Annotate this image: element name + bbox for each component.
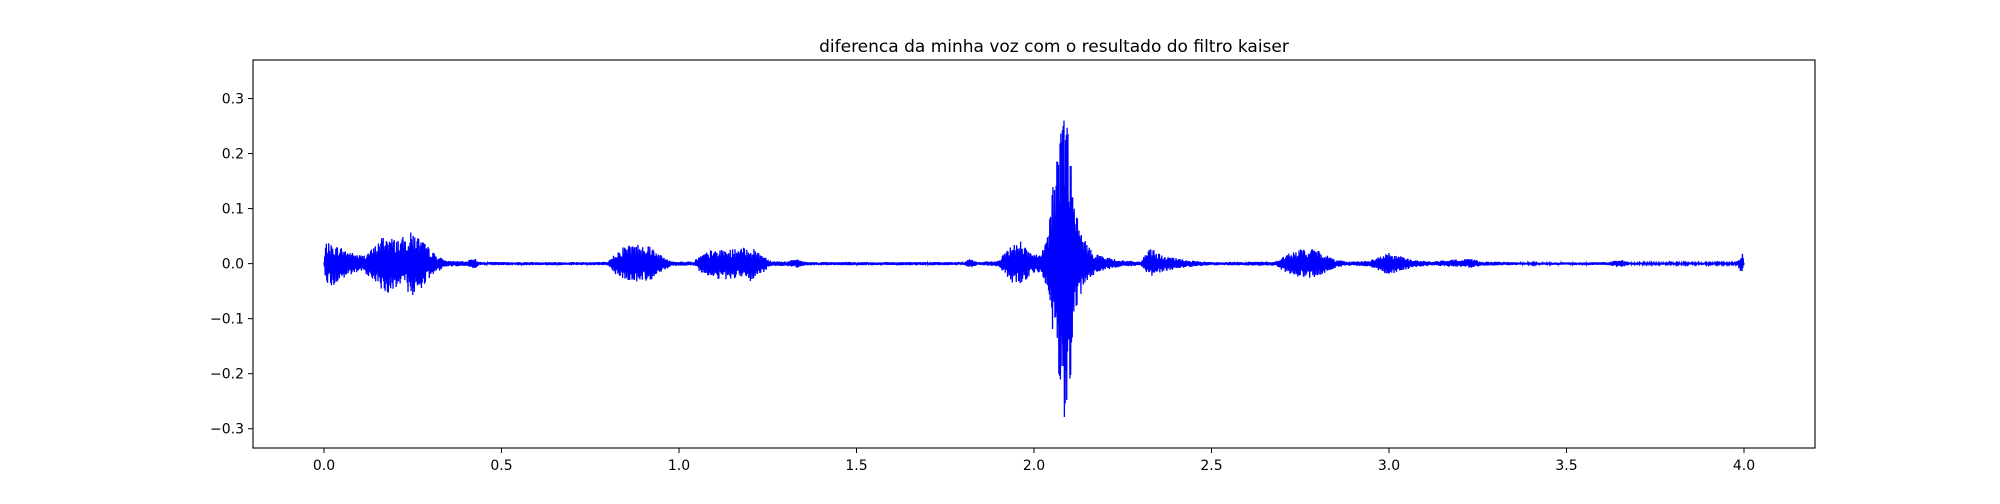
x-tick-label: 4.0 (1733, 458, 1755, 474)
y-tick-label: 0.2 (222, 147, 244, 163)
x-tick-label: 1.0 (668, 458, 690, 474)
y-tick-label: 0.3 (222, 92, 244, 108)
y-tick-label: −0.2 (210, 367, 244, 383)
x-tick-label: 3.0 (1378, 458, 1400, 474)
waveform-line (323, 120, 1745, 417)
plot-frame (252, 59, 1816, 449)
y-tick-label: 0.1 (222, 202, 244, 218)
x-tick-label: 1.5 (845, 458, 867, 474)
x-axis-ticks: 0.0 0.5 1.0 1.5 2.0 2.5 3.0 3.5 4.0 (313, 448, 1755, 474)
y-tick-label: 0.0 (222, 257, 244, 273)
x-tick-label: 2.5 (1200, 458, 1222, 474)
y-tick-label: −0.1 (210, 312, 244, 328)
x-tick-label: 0.0 (313, 458, 335, 474)
y-tick-label: −0.3 (210, 422, 244, 438)
x-tick-label: 2.0 (1023, 458, 1045, 474)
x-tick-label: 3.5 (1555, 458, 1577, 474)
waveform-series (323, 120, 1745, 417)
x-tick-label: 0.5 (490, 458, 512, 474)
y-axis-ticks: 0.3 0.2 0.1 0.0 −0.1 −0.2 −0.3 (210, 92, 253, 438)
chart-title: diferenca da minha voz com o resultado d… (819, 37, 1289, 57)
